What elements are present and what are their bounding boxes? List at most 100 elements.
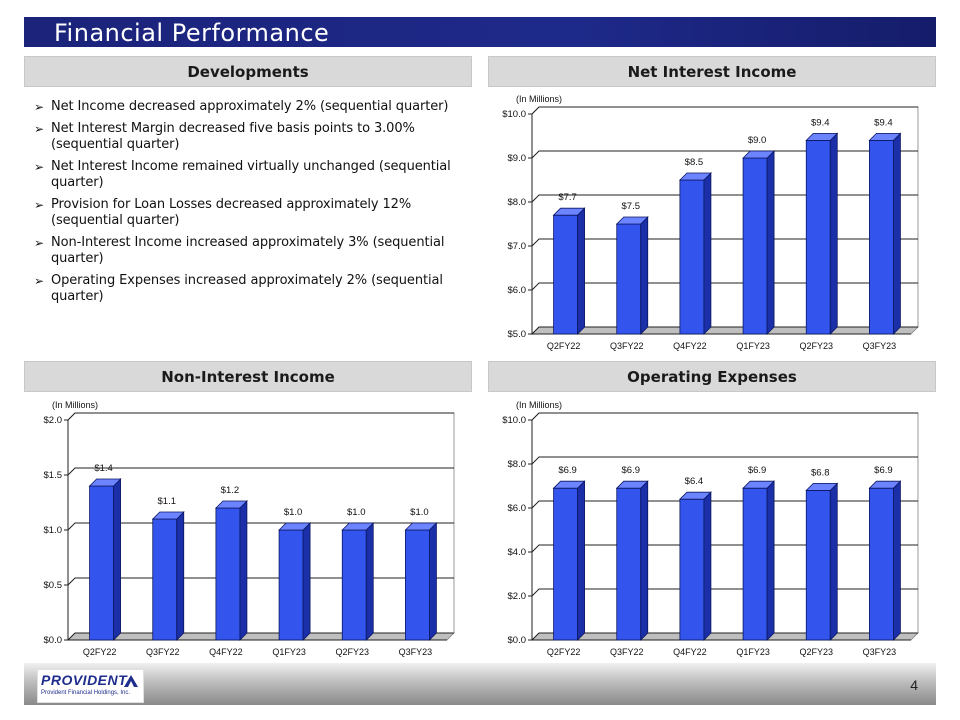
bullet-text: Net Interest Income remained virtually u…: [51, 159, 451, 190]
bar-top: [805, 483, 839, 491]
bar: [869, 140, 894, 335]
bar: [553, 214, 578, 335]
bar-top: [404, 522, 438, 531]
bar-side: [239, 500, 248, 641]
bullet-text: Non-Interest Income increased approximat…: [51, 235, 445, 266]
x-tick-label: Q1FY23: [736, 647, 770, 657]
data-label: $1.1: [158, 496, 177, 507]
bar-side: [640, 480, 649, 641]
bar-side: [365, 522, 374, 641]
data-label: $7.5: [622, 201, 641, 212]
logo-brand: PROVIDENT: [41, 672, 128, 688]
bar: [869, 487, 894, 641]
bar-side: [766, 150, 775, 335]
bar-side: [302, 522, 311, 641]
data-label: $9.4: [874, 117, 893, 128]
bar: [742, 487, 768, 641]
data-label: $6.9: [748, 465, 767, 476]
arrow-bullet-icon: ➢: [34, 122, 44, 136]
operating-expenses-chart-svg: (In Millions) $0.0 $2.0 $4.0 $6.0 $8.0 $10.0 $6…: [502, 400, 919, 657]
y-tick-label: $6.0: [508, 503, 527, 514]
bar-top: [278, 522, 312, 531]
data-label: $6.9: [622, 465, 641, 476]
x-tick-label: Q3FY22: [610, 647, 644, 657]
logo-subtitle: Provident Financial Holdings, Inc.: [41, 690, 131, 696]
x-tick-label: Q2FY22: [547, 341, 581, 351]
data-label: $1.4: [94, 463, 113, 474]
bar-side: [893, 480, 901, 641]
gridline: [531, 588, 918, 597]
bar: [805, 140, 831, 335]
developments-heading: Developments: [24, 56, 472, 87]
operating-expenses-heading: Operating Expenses: [488, 361, 936, 392]
data-label: $9.0: [748, 135, 767, 146]
list-item: ➢ Operating Expenses increased approximat…: [34, 273, 464, 305]
non-interest-income-chart: (In Millions) $0.0 $0.5 $1.0 $1.5 $2.0 $1.4 Q2F…: [24, 396, 472, 661]
bar-side: [703, 491, 712, 641]
arrow-bullet-icon: ➢: [34, 274, 44, 288]
y-tick-label: $1.0: [44, 525, 63, 536]
bar-side: [113, 478, 121, 641]
bar-top: [151, 511, 185, 520]
bar-top: [868, 480, 902, 489]
y-tick-label: $6.0: [508, 285, 527, 296]
non-interest-income-heading: Non-Interest Income: [24, 361, 472, 392]
gridline: [531, 282, 918, 291]
y-tick-label: $4.0: [508, 547, 527, 558]
data-label: $7.7: [558, 192, 577, 203]
gridline: [531, 106, 918, 115]
bar-side: [766, 480, 775, 641]
title-bar: Financial Performance: [24, 17, 936, 47]
y-tick-label: $8.0: [508, 459, 527, 470]
bar-side: [703, 172, 712, 335]
data-label: $6.4: [685, 476, 704, 487]
bar: [215, 507, 241, 641]
arrow-bullet-icon: ➢: [34, 236, 44, 250]
bar: [341, 529, 367, 641]
bar: [616, 487, 642, 641]
plot-floor: [531, 326, 919, 335]
units-label: (In Millions): [516, 94, 562, 104]
bar-top: [214, 500, 248, 509]
x-tick-label: Q3FY23: [399, 647, 433, 657]
bullet-text: Provision for Loan Losses decreased appr…: [51, 197, 412, 228]
bar-top: [552, 207, 586, 216]
bar: [616, 223, 642, 335]
list-item: ➢ Net Interest Income remained virtually …: [34, 159, 464, 191]
y-tick-label: $9.0: [508, 153, 527, 164]
gridline: [531, 500, 918, 509]
bar: [805, 490, 831, 641]
y-tick-label: $0.5: [44, 580, 63, 591]
plot-back-wall: [67, 412, 455, 642]
data-label: $1.0: [347, 507, 366, 518]
gridline: [531, 150, 918, 159]
bar: [553, 487, 578, 641]
x-tick-label: Q3FY22: [610, 341, 644, 351]
gridline: [67, 412, 454, 421]
bar: [742, 157, 768, 335]
x-tick-label: Q4FY22: [673, 341, 707, 351]
gridline: [67, 467, 454, 476]
net-interest-income-chart-svg: (In Millions) $5.0 $6.0 $7.0 $8.0 $9.0 $10.0 $7…: [502, 94, 919, 351]
bullet-text: Net Income decreased approximately 2% (s…: [51, 99, 449, 114]
bar-top: [678, 491, 712, 500]
gridline: [531, 456, 918, 465]
y-tick-label: $0.0: [508, 635, 527, 646]
net-interest-income-heading: Net Interest Income: [488, 56, 936, 87]
bar-top: [868, 133, 902, 141]
bar-top: [615, 480, 649, 489]
bar-side: [893, 132, 901, 335]
x-tick-label: Q2FY23: [799, 341, 833, 351]
gridline: [67, 522, 454, 531]
list-item: ➢ Non-Interest Income increased approxima…: [34, 235, 464, 267]
x-tick-label: Q2FY23: [799, 647, 833, 657]
gridline: [531, 544, 918, 553]
x-tick-label: Q4FY22: [673, 647, 707, 657]
data-label: $1.2: [221, 485, 240, 496]
company-logo: PROVIDENT Provident Financial Holdings, …: [37, 669, 144, 703]
y-tick-label: $2.0: [508, 591, 527, 602]
bar-side: [829, 482, 838, 641]
bar-top: [805, 133, 839, 141]
bar-top: [742, 480, 776, 489]
data-label: $1.0: [410, 507, 429, 518]
